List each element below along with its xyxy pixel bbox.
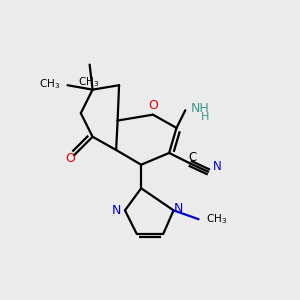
Text: N: N: [173, 202, 183, 215]
Text: CH$_3$: CH$_3$: [206, 212, 227, 226]
Text: CH$_3$: CH$_3$: [39, 77, 60, 91]
Text: N: N: [112, 204, 121, 217]
Text: H: H: [201, 112, 209, 122]
Text: O: O: [66, 152, 75, 165]
Text: N: N: [213, 160, 221, 173]
Text: NH: NH: [190, 102, 209, 115]
Text: C: C: [189, 152, 197, 164]
Text: CH$_3$: CH$_3$: [78, 75, 99, 89]
Text: O: O: [148, 99, 158, 112]
